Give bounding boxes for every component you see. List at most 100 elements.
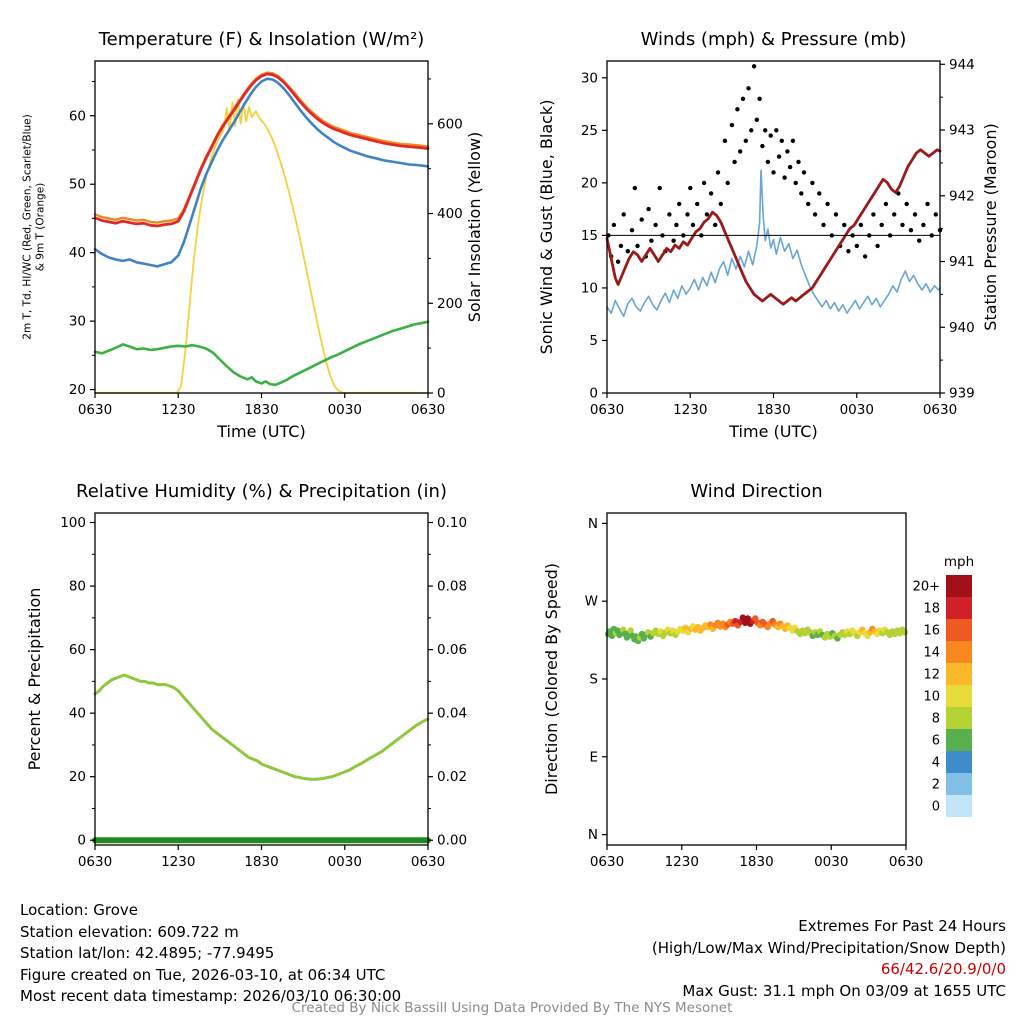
chart-temperature-insolation: Temperature (F) & Insolation (W/m²) 0630 1… [0, 6, 512, 458]
svg-text:0.10: 0.10 [437, 515, 467, 531]
series-insolation [94, 98, 429, 394]
legend-label: 16 [923, 624, 940, 639]
svg-text:40: 40 [69, 245, 86, 261]
winds-pressure-svg: Winds (mph) & Pressure (mb) 0630 1230 1830 0… [537, 29, 1000, 441]
legend-swatch [946, 685, 972, 707]
svg-text:0630: 0630 [411, 402, 445, 418]
extremes-subtitle: (High/Low/Max Wind/Precipitation/Snow De… [651, 938, 1006, 957]
left-axis-label: Sonic Wind & Gust (Blue, Black) [537, 100, 556, 355]
series-pressure_maroon [605, 148, 942, 306]
svg-text:941: 941 [949, 254, 975, 270]
data-timestamp-text: Most recent data timestamp: 2026/03/10 0… [20, 987, 402, 1005]
svg-text:20: 20 [69, 382, 86, 398]
winds-pressure-title: Winds (mph) & Pressure (mb) [641, 29, 907, 50]
humidity-precip-svg: Relative Humidity (%) & Precipitation (i… [25, 481, 467, 870]
svg-text:0630: 0630 [78, 854, 112, 870]
legend-label: 8 [932, 712, 940, 727]
legend-label: 10 [923, 690, 940, 705]
left-axis-label: Direction (Colored By Speed) [542, 563, 561, 795]
svg-text:0030: 0030 [328, 402, 362, 418]
svg-text:0630: 0630 [590, 854, 624, 870]
legend-swatch [946, 597, 972, 619]
svg-text:600: 600 [437, 116, 463, 132]
plot-frame [94, 60, 429, 394]
station-info-block: Location: Grove Station elevation: 609.7… [20, 900, 401, 1008]
svg-text:80: 80 [69, 579, 86, 595]
legend-label: 18 [923, 602, 940, 617]
humidity-precip-title: Relative Humidity (%) & Precipitation (i… [76, 481, 447, 502]
legend-title: mph [944, 554, 974, 570]
svg-text:1830: 1830 [244, 402, 278, 418]
svg-text:0030: 0030 [840, 402, 874, 418]
svg-text:942: 942 [949, 188, 975, 204]
svg-text:200: 200 [437, 296, 463, 312]
charts-grid: Temperature (F) & Insolation (W/m²) 0630 1… [0, 6, 1024, 910]
svg-text:S: S [589, 672, 598, 688]
left-axis-label: Percent & Precipitation [25, 588, 44, 771]
svg-text:944: 944 [949, 57, 975, 73]
svg-text:10: 10 [581, 280, 598, 296]
svg-text:E: E [589, 749, 598, 765]
legend-swatch [946, 619, 972, 641]
chart-winds-pressure: Winds (mph) & Pressure (mb) 0630 1230 1830 0… [512, 6, 1024, 458]
svg-text:0630: 0630 [411, 854, 445, 870]
legend-swatch [946, 575, 972, 597]
svg-text:0.00: 0.00 [437, 833, 467, 849]
series-wind_direction_points [605, 614, 908, 645]
svg-text:N: N [588, 516, 598, 532]
temperature-insolation-series [93, 71, 430, 394]
legend-swatch [946, 773, 972, 795]
legend-swatch [946, 641, 972, 663]
elevation-text: Station elevation: 609.722 m [20, 922, 239, 941]
max-gust-text: Max Gust: 31.1 mph On 03/09 at 1655 UTC [682, 981, 1006, 1000]
series-dewpoint_green [93, 320, 430, 387]
svg-text:15: 15 [581, 228, 598, 244]
svg-text:60: 60 [69, 642, 86, 658]
extremes-title: Extremes For Past 24 Hours [798, 917, 1006, 935]
svg-text:0030: 0030 [328, 854, 362, 870]
wind-direction-series [605, 614, 908, 645]
svg-text:0630: 0630 [923, 402, 957, 418]
temperature-insolation-title: Temperature (F) & Insolation (W/m²) [98, 29, 425, 50]
chart-wind-direction: Wind Direction 0630 1230 1830 0030 0630 N W S E N D… [512, 458, 1024, 910]
svg-text:1230: 1230 [673, 402, 707, 418]
legend-label: 0 [932, 800, 940, 815]
svg-text:0.04: 0.04 [437, 706, 467, 722]
svg-text:1230: 1230 [161, 854, 195, 870]
svg-text:943: 943 [949, 123, 975, 139]
svg-text:1830: 1830 [244, 854, 278, 870]
legend-label: 14 [923, 646, 940, 661]
svg-text:1230: 1230 [161, 402, 195, 418]
svg-text:30: 30 [581, 70, 598, 86]
svg-text:5: 5 [589, 333, 598, 349]
humidity-precip-series [92, 673, 431, 844]
figure-created-text: Figure created on Tue, 2026-03-10, at 06… [20, 965, 386, 984]
series-sonic_wind_blue [606, 169, 941, 318]
series-relative_humidity [93, 673, 430, 781]
x-axis-label: Time (UTC) [216, 422, 305, 441]
svg-text:939: 939 [949, 386, 975, 402]
svg-text:N: N [588, 827, 598, 843]
winds-pressure-series [605, 64, 943, 318]
legend-label: 12 [923, 668, 940, 683]
x-axis-label: Time (UTC) [728, 422, 817, 441]
left-axis-label: & 9m T (Orange) [35, 183, 47, 272]
legend-label: 20+ [913, 580, 940, 595]
svg-text:60: 60 [69, 108, 86, 124]
svg-text:0.06: 0.06 [437, 642, 467, 658]
wind-direction-svg: Wind Direction 0630 1230 1830 0030 0630 N W S E N D… [542, 481, 974, 870]
svg-text:0: 0 [589, 386, 598, 402]
plot-frame [606, 60, 941, 394]
series-temp_9m_orange [93, 71, 430, 224]
legend-swatch [946, 663, 972, 685]
svg-text:0630: 0630 [78, 402, 112, 418]
legend-swatch [946, 751, 972, 773]
svg-text:25: 25 [581, 123, 598, 139]
svg-text:940: 940 [949, 320, 975, 336]
svg-text:0630: 0630 [889, 854, 923, 870]
svg-text:50: 50 [69, 177, 86, 193]
latlon-text: Station lat/lon: 42.4895; -77.9495 [20, 944, 275, 962]
right-axis-label: Station Pressure (Maroon) [981, 123, 1000, 330]
legend-swatch [946, 707, 972, 729]
speed-colorbar-legend: mph 20+ 18 16 14 12 10 8 6 4 2 0 [913, 554, 974, 817]
